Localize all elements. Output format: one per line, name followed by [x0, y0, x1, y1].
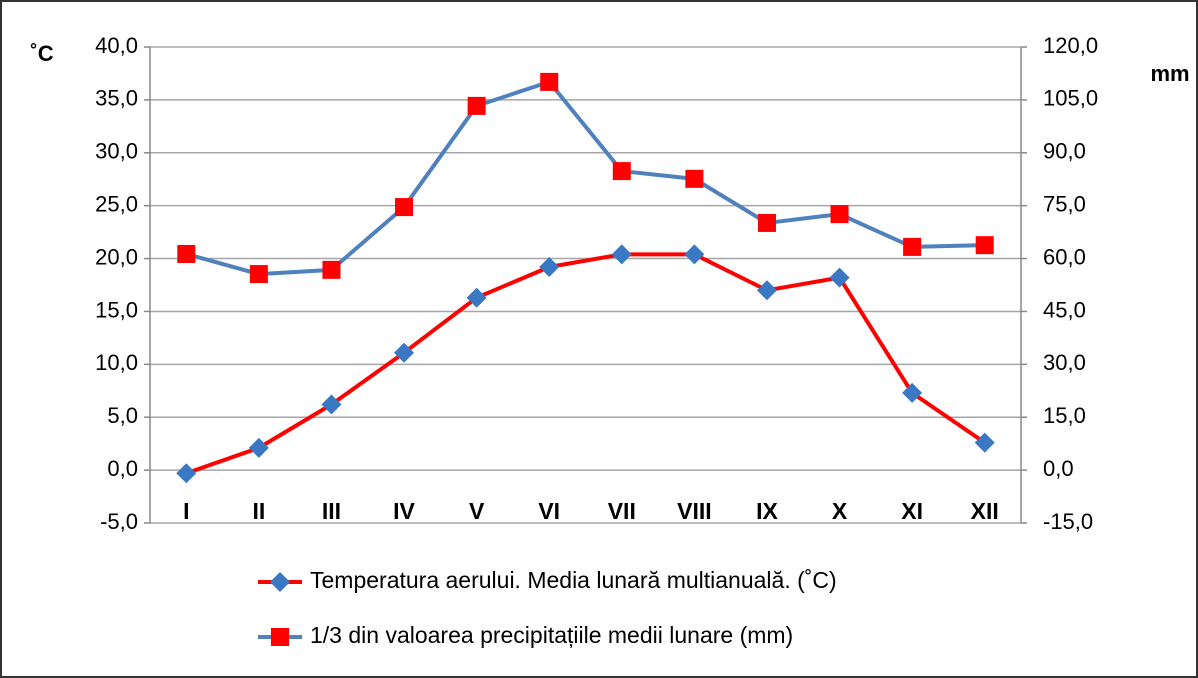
y-tick-label: 15,0: [95, 297, 138, 322]
y-tick-label: 25,0: [95, 191, 138, 216]
x-tick-label: IV: [393, 498, 415, 524]
y2-tick-label: 60,0: [1043, 244, 1086, 269]
y2-tick-label: 120,0: [1043, 33, 1098, 58]
x-tick-label: VIII: [677, 498, 712, 524]
data-point: [974, 432, 995, 453]
series-line: [185, 79, 985, 277]
data-point: [612, 162, 631, 181]
data-point: [249, 265, 268, 284]
y-tick-label: 35,0: [95, 86, 138, 111]
y2-axis-label: mm: [1150, 61, 1189, 86]
data-point: [685, 169, 704, 188]
data-point: [177, 244, 196, 263]
y-tick-label: 5,0: [107, 403, 138, 428]
y2-tick-label: 0,0: [1043, 456, 1074, 481]
x-tick-label: X: [832, 498, 848, 524]
data-point: [395, 198, 414, 217]
y2-tick-label: 105,0: [1043, 86, 1098, 111]
data-point: [466, 287, 487, 308]
y-tick-label: 0,0: [107, 456, 138, 481]
y-tick-label: 20,0: [95, 244, 138, 269]
data-point: [467, 96, 486, 115]
data-point: [757, 213, 776, 232]
y-tick-label: 10,0: [95, 350, 138, 375]
y-tick-label: 30,0: [95, 139, 138, 164]
series-line: [185, 252, 986, 476]
y2-tick-label: 75,0: [1043, 191, 1086, 216]
x-tick-label: XI: [901, 498, 923, 524]
y2-tick-label: 45,0: [1043, 297, 1086, 322]
y2-tick-label: 90,0: [1043, 139, 1086, 164]
data-point: [321, 394, 342, 415]
data-point: [903, 237, 922, 256]
y-axis-label: ˚C: [30, 41, 53, 66]
data-point: [830, 205, 849, 224]
x-tick-label: XII: [971, 498, 999, 524]
data-point: [176, 463, 197, 484]
legend-marker: [270, 572, 290, 592]
y2-tick-label: 30,0: [1043, 350, 1086, 375]
x-tick-label: IX: [756, 498, 778, 524]
x-tick-label: VI: [538, 498, 560, 524]
y-tick-label: 40,0: [95, 33, 138, 58]
y-tick-label: -5,0: [100, 509, 138, 534]
x-tick-label: VII: [608, 498, 636, 524]
y2-tick-label: -15,0: [1043, 509, 1093, 534]
data-point: [611, 244, 632, 265]
x-tick-label: I: [183, 498, 189, 524]
y2-tick-label: 15,0: [1043, 403, 1086, 428]
x-tick-label: III: [322, 498, 341, 524]
data-point: [756, 280, 777, 301]
data-point: [394, 342, 415, 363]
data-point: [248, 437, 269, 458]
data-point: [322, 260, 341, 279]
x-tick-label: V: [469, 498, 485, 524]
x-tick-label: II: [252, 498, 265, 524]
data-point: [975, 236, 994, 255]
data-point: [540, 72, 559, 91]
data-point: [829, 267, 850, 288]
data-point: [539, 257, 560, 278]
legend-label: Temperatura aerului. Media lunară multia…: [310, 567, 837, 593]
legend-marker: [271, 628, 289, 646]
data-point: [684, 244, 705, 265]
legend-label: 1/3 din valoarea precipitațiile medii lu…: [310, 622, 793, 648]
data-point: [902, 382, 923, 403]
